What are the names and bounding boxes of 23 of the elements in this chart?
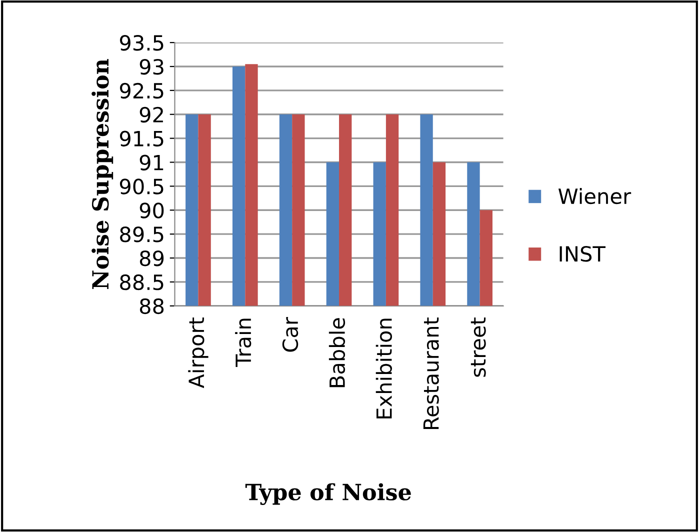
x-tick-label: Restaurant	[423, 318, 439, 430]
y-tick-label: 89.5	[120, 226, 164, 242]
x-tick-label: Train	[235, 318, 252, 368]
y-tick-label: 91.5	[120, 130, 164, 147]
y-axis-title: Noise Suppression	[92, 58, 114, 290]
x-tick-label: Exhibition	[376, 318, 392, 418]
legend-label: Wiener	[558, 188, 632, 204]
x-axis-title: Type of Noise	[245, 483, 411, 506]
y-tick-label: 92	[140, 106, 163, 123]
y-tick-label: 91	[140, 154, 164, 170]
y-tick-label: 92.5	[120, 82, 164, 99]
y-tick-label: 90.5	[120, 178, 164, 194]
y-tick-label: 93	[140, 58, 164, 75]
y-tick-label: 90	[140, 202, 164, 218]
x-tick-label: street	[470, 318, 486, 377]
y-tick-label: 89	[140, 250, 164, 266]
x-tick-label: Babble	[328, 318, 346, 388]
x-tick-label: Car	[282, 317, 298, 352]
legend-label: INST	[560, 246, 606, 262]
y-tick-label: 88.5	[120, 274, 164, 290]
y-tick-label: 93.5	[120, 35, 164, 51]
y-tick-label: 88	[140, 298, 164, 314]
x-tick-label: Airport	[188, 318, 208, 388]
